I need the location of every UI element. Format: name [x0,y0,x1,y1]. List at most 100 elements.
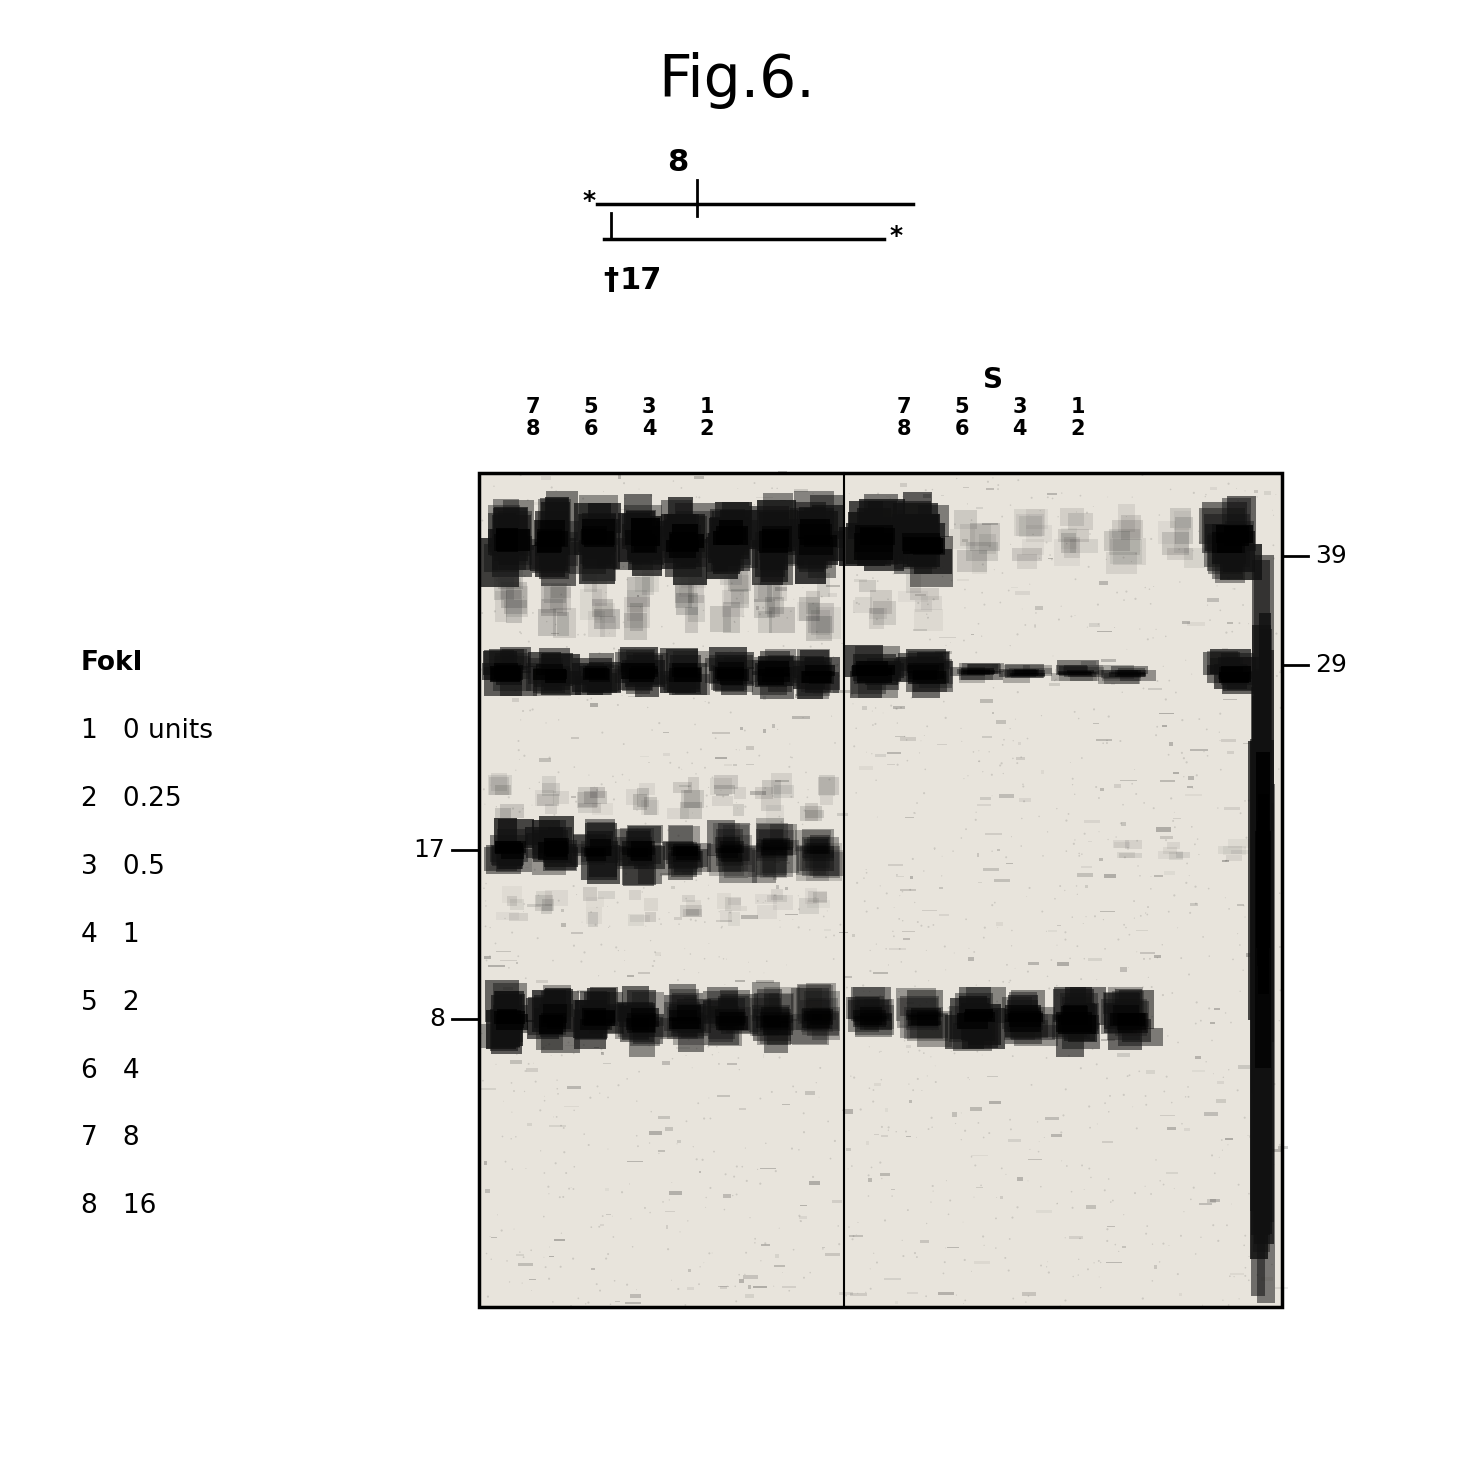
Point [698,1106,722,1130]
Point [1252,778,1276,802]
Bar [720,910,732,923]
Point [971,1043,994,1066]
Bar [1119,967,1127,972]
Point [685,486,709,510]
Point [511,798,535,821]
Point [815,886,838,910]
Point [1133,792,1156,815]
Point [960,1260,984,1284]
Bar [1161,836,1173,839]
Point [722,610,745,634]
Bar [627,578,650,607]
Point [681,752,704,775]
Bar [678,1140,682,1143]
Point [1158,669,1181,693]
Bar [776,885,779,889]
Bar [488,513,516,551]
Point [697,1007,720,1031]
Point [591,1041,614,1065]
Bar [907,991,943,1018]
Bar [664,1127,673,1131]
Point [915,603,938,626]
Point [1030,1254,1053,1278]
Point [943,941,966,964]
Bar [907,538,935,566]
Point [1072,947,1096,970]
Bar [545,891,567,907]
Point [1174,1086,1198,1109]
Point [1233,1224,1256,1248]
Bar [717,669,748,681]
Bar [1114,538,1146,564]
Bar [706,533,741,572]
Point [697,932,720,956]
Bar [661,501,692,538]
Point [474,948,498,972]
Bar [988,1046,990,1047]
Point [767,1217,791,1241]
Bar [1224,672,1261,691]
Bar [913,539,944,555]
Point [542,803,566,827]
Bar [719,520,742,544]
Point [1223,1264,1246,1288]
Bar [632,526,664,566]
Point [636,696,660,719]
Bar [616,1003,650,1040]
Bar [542,783,560,796]
Point [871,1115,894,1139]
Bar [591,545,607,548]
Bar [857,521,899,566]
Bar [669,532,695,558]
Bar [626,511,655,549]
Bar [909,1015,938,1027]
Point [977,1016,1000,1040]
Point [698,1242,722,1266]
Point [846,1211,869,1235]
Point [1152,1080,1175,1103]
Point [860,1006,884,1029]
Point [747,744,770,768]
Bar [495,591,507,622]
Point [844,781,868,805]
Bar [541,600,564,613]
Bar [806,843,843,882]
Point [557,1031,580,1055]
Bar [850,1292,866,1295]
Bar [792,662,826,678]
Bar [840,1292,853,1295]
Point [483,932,507,956]
Bar [499,846,523,868]
Bar [529,657,563,684]
Bar [583,886,597,901]
Point [473,792,496,815]
Point [597,1137,620,1161]
Point [686,1092,710,1115]
Point [685,1037,709,1060]
Bar [865,510,904,544]
Point [1181,539,1205,563]
Point [1084,775,1108,799]
Point [847,539,871,563]
Point [1040,548,1064,572]
Point [900,685,924,709]
Point [479,1224,502,1248]
Bar [957,1013,988,1029]
Bar [552,607,576,638]
Point [1171,709,1195,733]
Bar [619,1006,645,1027]
Point [1259,1252,1283,1276]
Point [953,1248,977,1272]
Point [1261,1016,1284,1040]
Point [921,1115,944,1139]
Point [943,513,966,536]
Bar [586,1010,616,1022]
Bar [818,573,829,597]
Point [1055,809,1078,833]
Bar [1050,1134,1062,1137]
Bar [1122,1019,1150,1043]
Point [860,741,884,765]
Point [1227,611,1251,635]
Point [523,858,546,882]
Point [778,857,801,880]
